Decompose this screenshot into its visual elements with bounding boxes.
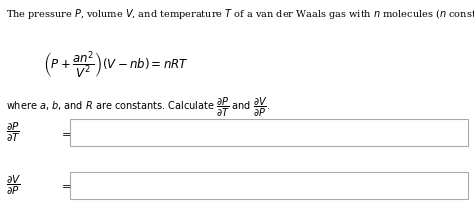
Text: $=$: $=$: [59, 180, 72, 190]
Text: The pressure $P$, volume $V$, and temperature $T$ of a van der Waals gas with $n: The pressure $P$, volume $V$, and temper…: [6, 7, 474, 21]
Text: $=$: $=$: [59, 128, 72, 138]
Text: $\left(P + \dfrac{an^2}{V^2}\right)(V - nb) = nRT$: $\left(P + \dfrac{an^2}{V^2}\right)(V - …: [43, 49, 188, 81]
FancyBboxPatch shape: [70, 172, 468, 199]
Text: $\dfrac{\partial V}{\partial P}$: $\dfrac{\partial V}{\partial P}$: [6, 174, 21, 197]
FancyBboxPatch shape: [70, 119, 468, 146]
Text: $\dfrac{\partial P}{\partial T}$: $\dfrac{\partial P}{\partial T}$: [6, 121, 20, 144]
Text: where $a$, $b$, and $R$ are constants. Calculate $\dfrac{\partial P}{\partial T}: where $a$, $b$, and $R$ are constants. C…: [6, 96, 270, 119]
